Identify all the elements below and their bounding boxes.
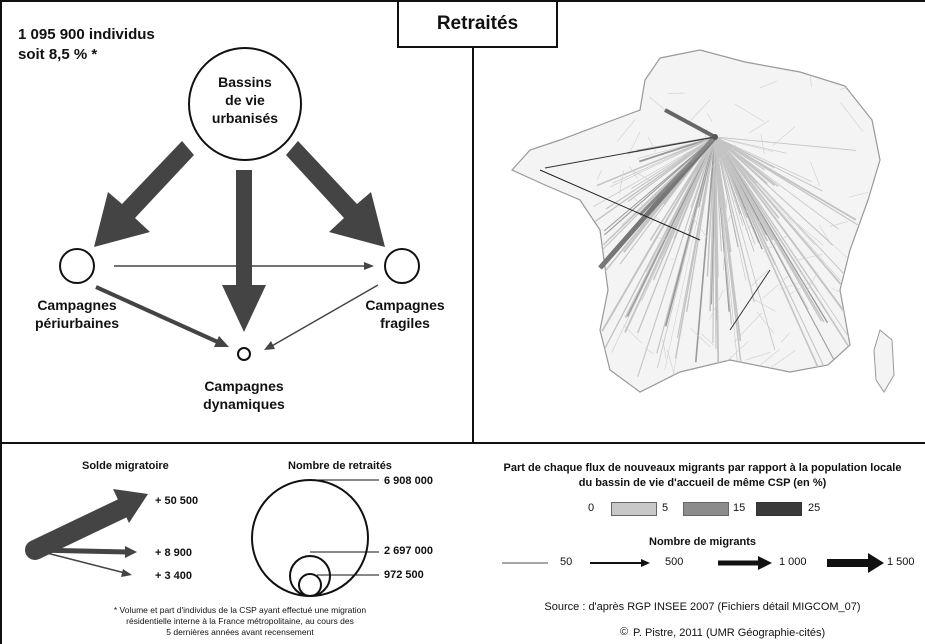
nombre-title: Nombre de retraités [288,460,392,472]
part-scale-2: 15 [733,502,746,514]
periurban-label-2: périurbaines [34,315,120,331]
part-scale-3: 25 [808,502,821,514]
part-title-2: du bassin de vie d'accueil de même CSP (… [578,477,827,489]
arrow-urban-periurban [94,141,194,247]
footnote-3: 5 dernières années avant recensement [166,627,314,637]
part-swatch-2 [683,502,729,516]
migrants-value-1: 50 [560,556,573,568]
dynamic-node [237,347,251,361]
nombre-circles [251,479,379,597]
fragile-label-1: Campagnes [365,297,445,313]
count-line1: 1 095 900 individus [18,26,155,43]
fragile-node [384,248,420,284]
urban-label-3: urbanisés [211,110,279,126]
fragile-label-2: fragiles [380,315,430,331]
periurban-node [59,248,95,284]
dynamic-label-2: dynamiques [203,396,285,412]
flow-diagram [59,47,420,361]
urban-label-2: de vie [225,92,265,108]
nombre-value-3: 972 500 [384,569,424,581]
source-text: Source : d'après RGP INSEE 2007 (Fichier… [544,601,861,613]
urban-label-1: Bassins [218,74,272,90]
corsica [873,329,895,393]
france-outline [511,49,881,393]
migrants-value-4: 1 500 [887,556,915,568]
part-title-1: Part de chaque flux de nouveaux migrants… [503,462,902,474]
part-scale-1: 5 [662,502,669,514]
credit-text: P. Pistre, 2011 (UMR Géographie-cités) [633,627,826,639]
map-title: Retraités [436,13,519,34]
migrants-title: Nombre de migrants [649,536,756,548]
nombre-value-1: 6 908 000 [384,475,433,487]
footnote-2: résidentielle interne à la France métrop… [126,616,354,626]
arrow-urban-fragile [286,141,385,247]
dynamic-label-1: Campagnes [204,378,284,394]
solde-value-2: + 8 900 [155,547,193,559]
france-map [511,49,895,393]
count-line2: soit 8,5 % * [18,46,98,63]
part-scale-0: 0 [588,502,595,514]
part-swatch-3 [756,502,802,516]
nombre-value-2: 2 697 000 [384,545,433,557]
solde-arrows [25,489,148,577]
title-box [397,0,558,48]
part-swatch-1 [611,502,657,516]
urban-node [188,47,302,161]
solde-value-1: + 50 500 [155,495,199,507]
copyright-icon: © [620,626,629,638]
footnote-1: * Volume et part d'individus de la CSP a… [113,605,367,615]
migrants-value-3: 1 000 [779,556,807,568]
migrants-value-2: 500 [665,556,684,568]
arrow-urban-dynamic [222,170,266,332]
solde-title: Solde migratoire [82,460,169,472]
migrants-arrows [502,553,884,573]
solde-value-3: + 3 400 [155,570,193,582]
periurban-label-1: Campagnes [37,297,117,313]
